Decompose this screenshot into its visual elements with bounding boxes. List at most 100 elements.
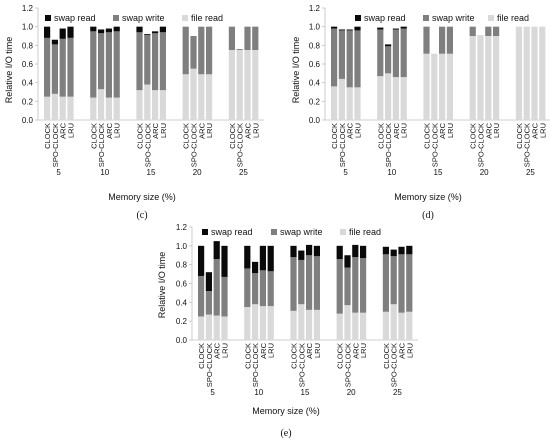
chart-c: swap read swap write file read Relative … (4, 4, 264, 221)
chart-c-bar-file-read (159, 90, 166, 120)
chart-e-bar-swap-read (336, 245, 343, 260)
chart-c-category-label: SPO-CLOCK (236, 123, 245, 167)
chart-e-bar-swap-write (344, 267, 351, 306)
chart-c-bar-swap-write (44, 37, 51, 97)
chart-c-category-label: LRU (159, 123, 168, 138)
chart-c-group-label: 10 (100, 168, 109, 177)
chart-d-ytick-label: 0.6 (309, 60, 321, 69)
chart-c-bar-swap-write (90, 31, 97, 98)
chart-c-category-label: SPO-CLOCK (51, 123, 60, 167)
chart-e-bar-file-read (221, 316, 228, 340)
chart-d-category-label: LRU (538, 123, 547, 138)
chart-e-category-label: ARC (213, 342, 222, 358)
legend-file-read-label-d: file read (497, 13, 529, 23)
chart-d-bar-file-read (531, 26, 538, 121)
chart-d-bar-swap-write (485, 26, 492, 36)
chart-d-category-label: CLOCK (423, 123, 432, 149)
chart-e-bar-file-read (244, 307, 251, 340)
chart-e-group-label: 25 (393, 388, 402, 397)
chart-e-category-label: ARC (398, 342, 407, 358)
chart-e-bar-swap-write (406, 254, 413, 312)
chart-e-category-label: LRU (313, 343, 322, 358)
chart-e-bar-file-read (213, 315, 220, 340)
chart-c-category-label: ARC (244, 122, 253, 138)
legend-swap-read-label-c: swap read (54, 13, 96, 23)
chart-d-ytick-label: 0.0 (309, 116, 321, 125)
chart-c-bar-swap-write (67, 37, 74, 97)
chart-e-bar-swap-read (360, 245, 367, 259)
chart-e-bar-swap-read (398, 246, 405, 255)
chart-e-bar-file-read (406, 311, 413, 340)
chart-e-bar-swap-read (213, 241, 220, 260)
chart-d-category-label: LRU (492, 123, 501, 138)
chart-d-ytick-label: 0.2 (309, 97, 321, 106)
chart-e-bar-swap-write (298, 259, 305, 305)
chart-c-ytick-label: 1.2 (22, 4, 34, 13)
chart-c-category-label: LRU (251, 123, 260, 138)
chart-c-bar-swap-write (206, 26, 213, 75)
chart-d-bar-file-read (446, 53, 453, 120)
chart-d-bar-file-read (477, 35, 484, 120)
chart-c-bar-file-read (152, 90, 159, 120)
chart-e-bar-swap-write (267, 271, 274, 307)
chart-c-bar-swap-write (228, 26, 235, 50)
chart-e-ytick-label: 0.6 (176, 280, 188, 289)
chart-d-bar-swap-write (400, 28, 407, 78)
chart-c-bar-file-read (190, 68, 197, 120)
chart-d-ytick-label: 0.4 (309, 79, 321, 88)
chart-e-bar-file-read (198, 316, 205, 340)
legend-swap-write-label-d: swap write (432, 13, 475, 23)
chart-e-group-label: 15 (301, 388, 310, 397)
chart-d-legend: swap read swap write file read (355, 13, 529, 23)
chart-d-group-label: 15 (434, 168, 443, 177)
chart-e-category-label: CLOCK (243, 343, 252, 369)
chart-e-bar-swap-write (290, 257, 297, 311)
chart-d-category-label: ARC (438, 122, 447, 138)
chart-d-category-label: ARC (484, 122, 493, 138)
chart-d-category-label: CLOCK (330, 123, 339, 149)
chart-e-bar-swap-write (336, 259, 343, 314)
chart-e-bar-swap-write (352, 257, 359, 313)
chart-c-category-label: SPO-CLOCK (97, 123, 106, 167)
chart-c-bar-file-read (144, 84, 151, 120)
chart-d-category-label: SPO-CLOCK (523, 123, 532, 167)
chart-c-bar-file-read (113, 97, 120, 120)
chart-d-bar-file-read (354, 87, 361, 120)
chart-c-ytick-label: 1.0 (22, 23, 34, 32)
chart-d-group-label: 25 (526, 168, 535, 177)
chart-e-bar-file-read (252, 304, 259, 340)
chart-e-bar-swap-read (390, 249, 397, 257)
chart-e-ytick-label: 0.0 (176, 336, 188, 345)
chart-e-bar-file-read (360, 312, 367, 340)
chart-c-bar-swap-write (152, 33, 159, 91)
legend-swap-write-swatch-e (271, 229, 277, 235)
legend-file-read-label-e: file read (349, 227, 381, 237)
chart-e-bar-swap-read (344, 255, 351, 268)
chart-c-category-label: CLOCK (228, 123, 237, 149)
chart-d-bar-swap-read (377, 27, 384, 30)
chart-e-bar-swap-read (313, 245, 320, 257)
chart-c-bar-file-read (198, 74, 205, 120)
chart-c-bar-swap-read (136, 26, 143, 33)
chart-c-category-label: ARC (197, 122, 206, 138)
chart-c-bar-swap-write (59, 38, 66, 97)
chart-d-bar-swap-read (338, 29, 345, 31)
chart-c-bar-swap-write (236, 49, 243, 50)
chart-c-bar-file-read (182, 74, 189, 120)
chart-c-bar-file-read (51, 93, 58, 120)
chart-c-bar-file-read (236, 50, 243, 120)
chart-d-category-label: CLOCK (469, 123, 478, 149)
chart-d-bar-file-read (385, 73, 392, 120)
chart-e-bar-swap-read (259, 245, 266, 271)
chart-c-group-label: 5 (56, 168, 61, 177)
chart-c-bar-file-read (105, 97, 112, 120)
chart-d-bar-swap-write (331, 28, 338, 87)
chart-c-ytick-label: 0.2 (22, 97, 34, 106)
chart-c-category-label: ARC (151, 122, 160, 138)
chart-d-bar-swap-write (377, 29, 384, 77)
chart-d-bar-swap-read (392, 28, 399, 30)
chart-e-bar-swap-read (244, 245, 251, 269)
chart-d-category-label: LRU (354, 123, 363, 138)
chart-d-bar-file-read (515, 26, 522, 121)
chart-d-ytick-label: 1.2 (309, 4, 321, 13)
